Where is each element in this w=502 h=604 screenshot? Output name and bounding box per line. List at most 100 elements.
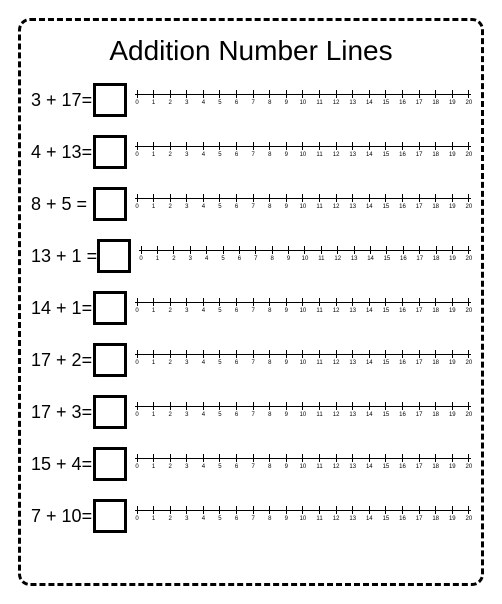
numberline-tick: 14 (367, 341, 371, 366)
operand-a: 8 (31, 194, 41, 215)
tick-mark (137, 402, 138, 410)
tick-label: 18 (432, 516, 439, 522)
tick-mark (402, 90, 403, 98)
tick-label: 12 (333, 412, 340, 418)
tick-label: 9 (285, 204, 288, 210)
numberline-tick: 6 (235, 133, 239, 158)
tick-mark (319, 90, 320, 98)
answer-box[interactable] (93, 499, 127, 533)
tick-mark (321, 246, 322, 254)
numberline-tick: 1 (152, 445, 156, 470)
tick-label: 20 (466, 204, 473, 210)
plus-sign: + (51, 246, 72, 267)
tick-label: 7 (251, 308, 254, 314)
equals-sign: = (82, 350, 93, 371)
numberline-tick: 0 (135, 341, 139, 366)
tick-label: 20 (466, 256, 473, 262)
tick-label: 11 (316, 412, 322, 418)
tick-mark (186, 90, 187, 98)
numberline-tick: 9 (284, 445, 288, 470)
tick-mark (186, 194, 187, 202)
tick-label: 16 (399, 360, 406, 366)
tick-mark (419, 402, 420, 410)
numberline-tick: 9 (284, 81, 288, 106)
numberline-tick: 14 (367, 185, 371, 210)
tick-label: 1 (152, 412, 155, 418)
numberline-tick: 14 (367, 445, 371, 470)
numberline-tick: 16 (401, 497, 405, 522)
answer-box[interactable] (93, 83, 127, 117)
numberline-tick: 1 (152, 81, 156, 106)
tick-label: 16 (399, 412, 406, 418)
operand-b: 1 (72, 298, 82, 319)
numberline: 01234567891011121314151617181920 (135, 289, 471, 327)
tick-label: 13 (349, 412, 356, 418)
tick-mark (223, 246, 224, 254)
tick-label: 19 (449, 412, 456, 418)
tick-mark (190, 246, 191, 254)
tick-mark (269, 90, 270, 98)
tick-label: 4 (205, 256, 208, 262)
tick-label: 16 (399, 204, 406, 210)
tick-mark (137, 298, 138, 306)
tick-mark (336, 298, 337, 306)
tick-mark (452, 506, 453, 514)
tick-mark (170, 298, 171, 306)
tick-label: 11 (316, 308, 322, 314)
plus-sign: + (41, 90, 62, 111)
numberline-tick: 17 (417, 133, 421, 158)
answer-box[interactable] (93, 447, 127, 481)
tick-label: 3 (185, 308, 188, 314)
answer-box[interactable] (93, 343, 127, 377)
tick-mark (319, 506, 320, 514)
tick-label: 5 (218, 412, 221, 418)
tick-mark (402, 454, 403, 462)
tick-label: 2 (169, 412, 172, 418)
answer-box[interactable] (93, 135, 127, 169)
tick-label: 12 (334, 256, 341, 262)
numberline-tick: 4 (201, 341, 205, 366)
numberline-tick: 0 (135, 133, 139, 158)
tick-label: 11 (316, 360, 322, 366)
plus-sign: + (41, 506, 62, 527)
tick-label: 20 (466, 464, 473, 470)
operand-a: 7 (31, 506, 41, 527)
numberline: 01234567891011121314151617181920 (135, 341, 471, 379)
answer-box[interactable] (93, 187, 127, 221)
answer-box[interactable] (93, 291, 127, 325)
numberline-tick: 5 (218, 341, 222, 366)
tick-label: 10 (300, 204, 307, 210)
tick-label: 4 (202, 516, 205, 522)
tick-mark (336, 194, 337, 202)
equals-sign: = (82, 90, 93, 111)
tick-mark (302, 402, 303, 410)
tick-label: 19 (449, 100, 456, 106)
answer-box[interactable] (97, 239, 131, 273)
tick-mark (352, 506, 353, 514)
tick-mark (319, 142, 320, 150)
tick-mark (435, 350, 436, 358)
tick-label: 11 (316, 516, 322, 522)
operand-b: 4 (72, 454, 82, 475)
tick-mark (186, 402, 187, 410)
numberline-tick: 13 (351, 185, 355, 210)
tick-mark (435, 506, 436, 514)
tick-mark (170, 90, 171, 98)
numberline-tick: 10 (301, 341, 305, 366)
answer-box[interactable] (93, 395, 127, 429)
tick-label: 14 (366, 360, 373, 366)
tick-label: 3 (185, 464, 188, 470)
tick-label: 1 (152, 308, 155, 314)
numberline-tick: 17 (417, 497, 421, 522)
numberline-tick: 1 (152, 185, 156, 210)
tick-mark (452, 350, 453, 358)
plus-sign: + (51, 402, 72, 423)
numberline-tick: 19 (450, 445, 454, 470)
tick-mark (288, 246, 289, 254)
numberline-tick: 0 (135, 185, 139, 210)
tick-label: 14 (366, 412, 373, 418)
tick-label: 7 (251, 152, 254, 158)
tick-mark (370, 246, 371, 254)
numberline-tick: 19 (450, 133, 454, 158)
tick-label: 5 (218, 360, 221, 366)
